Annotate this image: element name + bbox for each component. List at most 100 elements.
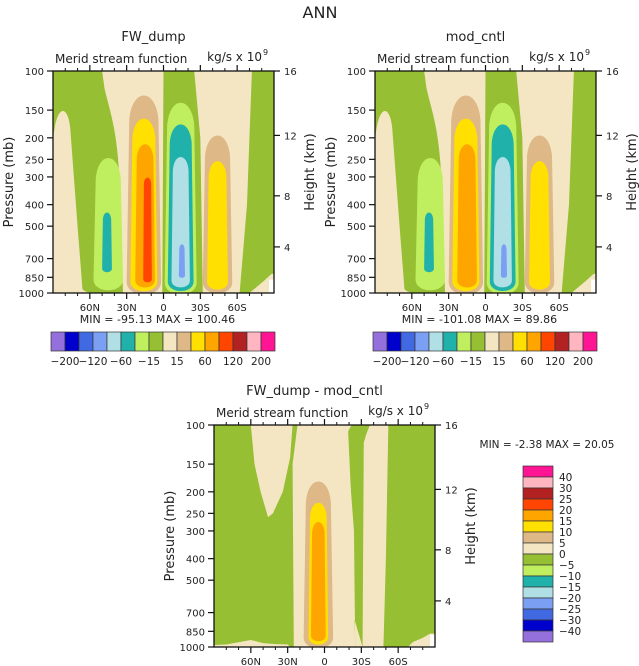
colorbar-box [400,331,416,352]
y-right-tick-label: 16 [284,67,297,78]
y-tick-label: 500 [25,222,44,233]
y-right-tick-label: 4 [606,243,612,254]
y-tick-label: 400 [25,201,44,212]
contour-fill [53,71,274,293]
right-string-exponent: 9 [424,402,429,411]
colorbar-label: 120 [545,356,565,368]
colorbar-box [522,487,554,500]
colorbar-box [218,331,234,352]
panel-title: FW_dump [121,30,185,45]
contour-region [53,111,96,293]
colorbar-label: 60 [198,356,211,368]
colorbar: −200 −120 −60 −15 15 60 120 200 [51,331,276,368]
colorbar-box [522,476,554,489]
x-tick-label: 30N [278,657,298,666]
y-tick-label: 400 [347,201,366,212]
colorbar-label: 0 [559,549,566,561]
y-tick-label: 500 [347,222,366,233]
colorbar-box [522,619,554,632]
colorbar-box [260,331,276,352]
contour-cell [178,244,185,278]
colorbar-label: −20 [559,593,581,605]
colorbar-box [484,331,500,352]
x-tick-label: 30S [513,303,532,314]
y-tick-label: 1000 [341,289,366,300]
colorbar-box [64,331,80,352]
y-tick-label: 300 [347,173,366,184]
colorbar-box [522,542,554,555]
y-tick-label: 700 [347,255,366,266]
y-right-tick-label: 12 [606,131,619,142]
y-right-axis-label: Height (km) [303,133,318,210]
x-tick-label: 60N [402,303,422,314]
colorbar-box [386,331,402,352]
contour-cell [143,177,152,283]
y-tick-label: 1000 [19,289,44,300]
contour-cell [207,161,228,290]
x-tick-label: 30S [352,657,371,666]
contour-fill [214,425,435,647]
colorbar-box [134,331,150,352]
colorbar-box [582,331,598,352]
y-right-tick-label: 16 [606,67,619,78]
axes: 100 150 200 250 300 400 500 700 850 1000 16 12 8 4 60N… [2,30,318,314]
colorbar-label: −200 [373,356,402,368]
missing-data [269,279,274,293]
colorbar-box [522,509,554,522]
colorbar-label: 30 [559,483,572,495]
colorbar-box [428,331,444,352]
colorbar-label: 15 [170,356,183,368]
contour-cell [500,244,507,278]
panel-fw-dump: 100150200250300400500700850100016128460N… [2,30,318,368]
y-tick-label: 200 [186,488,205,499]
y-tick-label: 150 [25,106,44,117]
colorbar-label: 20 [559,505,572,517]
y-right-tick-label: 16 [445,421,458,432]
y-right-axis-label: Height (km) [464,487,479,564]
colorbar-box [522,575,554,588]
colorbar-label: −120 [79,356,108,368]
panel-difference: 100150200250300400500700850100016128460N… [163,384,614,666]
colorbar-box [470,331,486,352]
right-string: kg/s x 10 [529,50,584,64]
colorbar-box [540,331,556,352]
y-tick-label: 300 [25,173,44,184]
colorbar-box [148,331,164,352]
y-tick-label: 850 [347,273,366,284]
colorbar-box [522,553,554,566]
colorbar-label: 15 [559,516,572,528]
colorbar-box [92,331,108,352]
colorbar-box [162,331,178,352]
panel-title: FW_dump - mod_cntl [246,384,383,399]
y-tick-label: 250 [25,155,44,166]
colorbar-box [522,520,554,533]
colorbar-label: 200 [251,356,271,368]
colorbar-label: 15 [492,356,505,368]
colorbar-label: −40 [559,626,581,638]
colorbar-label: −15 [559,582,581,594]
contour-region [214,640,291,647]
colorbar-box [522,564,554,577]
min-max-label: MIN = -2.38 MAX = 20.05 [480,439,615,451]
colorbar-label: 5 [559,538,566,550]
right-string-exponent: 9 [263,48,268,57]
y-tick-label: 200 [347,134,366,145]
y-right-tick-label: 8 [284,192,290,203]
colorbar-box [106,331,122,352]
y-tick-label: 150 [347,106,366,117]
min-max-label: MIN = -95.13 MAX = 100.46 [80,313,235,326]
y-tick-label: 400 [186,555,205,566]
y-right-tick-label: 4 [445,597,451,608]
y-right-tick-label: 12 [445,485,458,496]
colorbar-box [498,331,514,352]
y-tick-label: 100 [186,421,205,432]
contour-cell [171,157,190,288]
contour-cell [424,212,434,273]
colorbar-box [204,331,220,352]
colorbar-box [190,331,206,352]
y-right-tick-label: 4 [284,243,290,254]
contour-region [571,273,596,293]
colorbar-label: −10 [559,571,581,583]
colorbar-box [568,331,584,352]
